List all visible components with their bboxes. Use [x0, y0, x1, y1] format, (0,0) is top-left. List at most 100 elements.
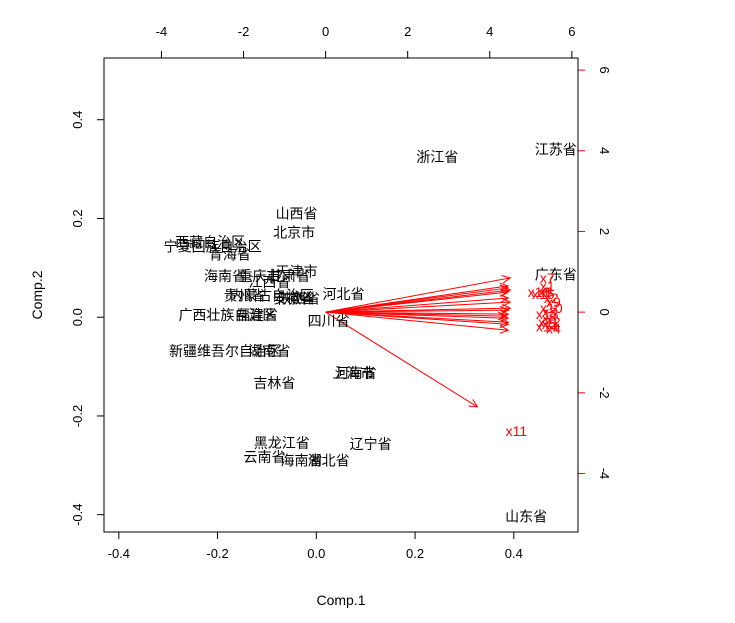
point-label: 山西省	[276, 207, 318, 223]
point-label: 青海省	[209, 248, 251, 264]
point-label: 北京市	[273, 224, 315, 241]
point-label: 浙江省	[416, 150, 458, 166]
point-label: 河北省	[322, 287, 364, 303]
point-label: 四川省	[308, 314, 350, 330]
observation-labels: 江苏省浙江省山西省北京市西藏自治区宁夏回族自治区青海省广东省天津市海南省重庆市甘…	[164, 142, 577, 525]
loading-arrow-shaft	[325, 311, 509, 319]
x-tick-label: -0.2	[206, 546, 228, 561]
x-tick-label: 0.2	[406, 546, 424, 561]
loading-arrow-shaft	[325, 297, 509, 313]
point-label: 广西壮族自治区	[178, 308, 276, 324]
loading-arrow-shaft	[325, 311, 509, 315]
right-tick-label: 2	[597, 228, 612, 235]
y-axis-title: Comp.2	[29, 270, 45, 319]
x-axis-title: Comp.1	[316, 592, 365, 608]
loading-arrow-shaft	[325, 307, 511, 313]
loading-label: x8	[542, 310, 557, 326]
point-label: 上海市	[332, 365, 374, 382]
y-tick-label: 0.0	[70, 308, 85, 326]
top-tick-label: 2	[404, 24, 411, 39]
point-label: 海南省	[204, 269, 246, 285]
loading-label: x4	[546, 320, 561, 336]
loading-arrow-head	[501, 286, 512, 296]
loading-arrow-shaft	[325, 311, 509, 323]
loading-arrow-head	[499, 313, 510, 323]
point-label: 湖南省	[248, 344, 290, 360]
loading-arrow-head	[501, 298, 512, 307]
right-tick-label: 6	[597, 66, 612, 73]
axes: -0.4 -0.2 0.0 0.2 0.4 -0.4 -0.2 0.0 0.2 0.4 -4 -2 0 2…	[70, 24, 612, 561]
loading-arrow-head	[499, 309, 510, 319]
loading-label: x12	[538, 314, 561, 330]
right-tick-label: -2	[597, 387, 612, 399]
point-label: 安徽省	[273, 291, 315, 307]
loading-arrow-shaft	[325, 311, 509, 331]
loading-label: x3	[542, 304, 557, 320]
loading-arrow-head	[501, 275, 512, 284]
loading-arrow-shaft	[325, 277, 511, 313]
loading-arrow-shaft	[325, 289, 511, 313]
loading-label: x9	[546, 294, 561, 310]
point-label: 山东省	[505, 510, 547, 526]
loading-label: x14	[536, 318, 559, 334]
x-tick-label: 0.4	[505, 546, 523, 561]
point-label: 新疆维吾尔自治区	[169, 344, 281, 360]
point-label: 西藏自治区	[175, 235, 245, 251]
top-tick-label: 4	[486, 24, 493, 39]
loading-arrow-head	[499, 317, 510, 327]
top-tick-label: -2	[238, 24, 250, 39]
y-tick-label: -0.4	[70, 504, 85, 526]
point-label: 黑龙江省	[254, 436, 310, 452]
point-label: 江苏省	[535, 142, 577, 158]
x-tick-label: 0.0	[307, 546, 325, 561]
point-label: 贵州省	[224, 288, 266, 304]
point-label: 福建省	[236, 308, 278, 324]
point-label: 辽宁省	[350, 436, 392, 453]
point-label: 重庆市	[239, 268, 281, 285]
y-tick-label: 0.2	[70, 209, 85, 227]
top-tick-label: -4	[156, 24, 168, 39]
loading-label: x6	[538, 284, 553, 300]
loading-label: x10	[540, 300, 563, 316]
y-tick-label: 0.4	[70, 111, 85, 129]
top-tick-label: 0	[322, 24, 329, 39]
point-label: 湖北省	[308, 453, 350, 469]
loading-label: x15	[532, 286, 555, 302]
loading-arrow-shaft	[325, 301, 511, 313]
loading-arrow-head	[497, 311, 508, 321]
loading-label: x2	[544, 290, 559, 306]
point-label: 宁夏回族自治区	[164, 239, 262, 256]
loading-label: x16	[528, 284, 551, 300]
loading-arrow-head	[468, 399, 479, 408]
loading-arrow-head	[501, 303, 512, 313]
top-tick-label: 6	[568, 24, 575, 39]
loading-label: x11	[506, 423, 528, 439]
loading-arrow-head	[499, 305, 510, 315]
loading-label: x13	[536, 306, 559, 322]
x-tick-label: -0.4	[108, 546, 130, 561]
plot-frame	[103, 57, 579, 533]
loading-arrow-head	[499, 288, 510, 298]
loading-arrow-head	[499, 325, 510, 334]
loading-arrow-head	[499, 282, 510, 292]
loading-label: x5	[542, 316, 557, 332]
right-tick-label: -4	[597, 468, 612, 480]
loading-arrow-shaft	[325, 311, 478, 408]
right-tick-label: 4	[597, 147, 612, 154]
point-label: 广东省	[535, 267, 577, 283]
point-label: 天津市	[276, 263, 318, 280]
point-label: 陕西省	[278, 291, 320, 307]
point-label: 甘肃省	[268, 269, 310, 285]
point-label: 内蒙古自治区	[230, 288, 314, 304]
loading-arrows	[325, 275, 512, 408]
loading-label: x7	[540, 270, 555, 286]
point-label: 云南省	[243, 450, 285, 466]
point-label: 海南省	[281, 453, 323, 469]
right-tick-label: 0	[597, 309, 612, 316]
point-label: 吉林省	[253, 376, 295, 392]
point-label: 河南省	[335, 366, 377, 382]
loading-label: x1	[540, 278, 555, 294]
point-label: 江西省	[248, 275, 290, 291]
